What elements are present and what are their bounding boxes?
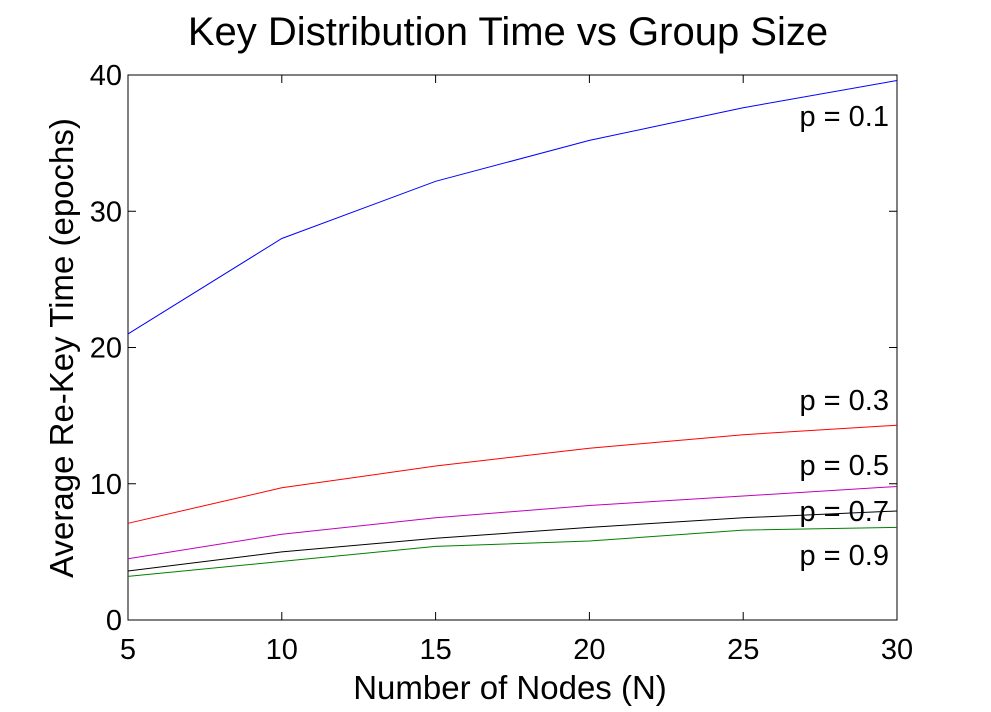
y-axis-label: Average Re-Key Time (epochs) xyxy=(43,118,80,578)
plot-area xyxy=(127,74,898,621)
series-label-p01: p = 0.1 xyxy=(800,101,890,133)
series-line-4 xyxy=(127,526,898,577)
y-tick-label: 30 xyxy=(90,196,122,228)
series-label-p09: p = 0.9 xyxy=(800,540,890,572)
series-label-p03: p = 0.3 xyxy=(800,385,890,417)
x-tick-label: 25 xyxy=(727,634,759,666)
series-label-p07: p = 0.7 xyxy=(800,496,890,528)
x-tick-label: 15 xyxy=(419,634,451,666)
x-tick-label: 30 xyxy=(881,634,913,666)
series-label-p05: p = 0.5 xyxy=(800,450,890,482)
chart-title: Key Distribution Time vs Group Size xyxy=(188,10,828,54)
x-tick-label: 10 xyxy=(266,634,298,666)
x-axis-label: Number of Nodes (N) xyxy=(353,669,667,706)
series-lines xyxy=(127,80,898,577)
series-line-3 xyxy=(127,510,898,572)
series-line-0 xyxy=(127,80,898,335)
y-tick-label: 40 xyxy=(90,60,122,92)
series-line-2 xyxy=(127,486,898,560)
x-tick-label: 20 xyxy=(573,634,605,666)
y-tick-label: 10 xyxy=(90,469,122,501)
series-line-1 xyxy=(127,424,898,524)
axis-ticks: 5 10 15 20 25 30 0 10 20 30 40 xyxy=(90,60,913,666)
y-tick-label: 0 xyxy=(106,605,122,637)
x-tick-label: 5 xyxy=(120,634,136,666)
y-tick-label: 20 xyxy=(90,333,122,365)
